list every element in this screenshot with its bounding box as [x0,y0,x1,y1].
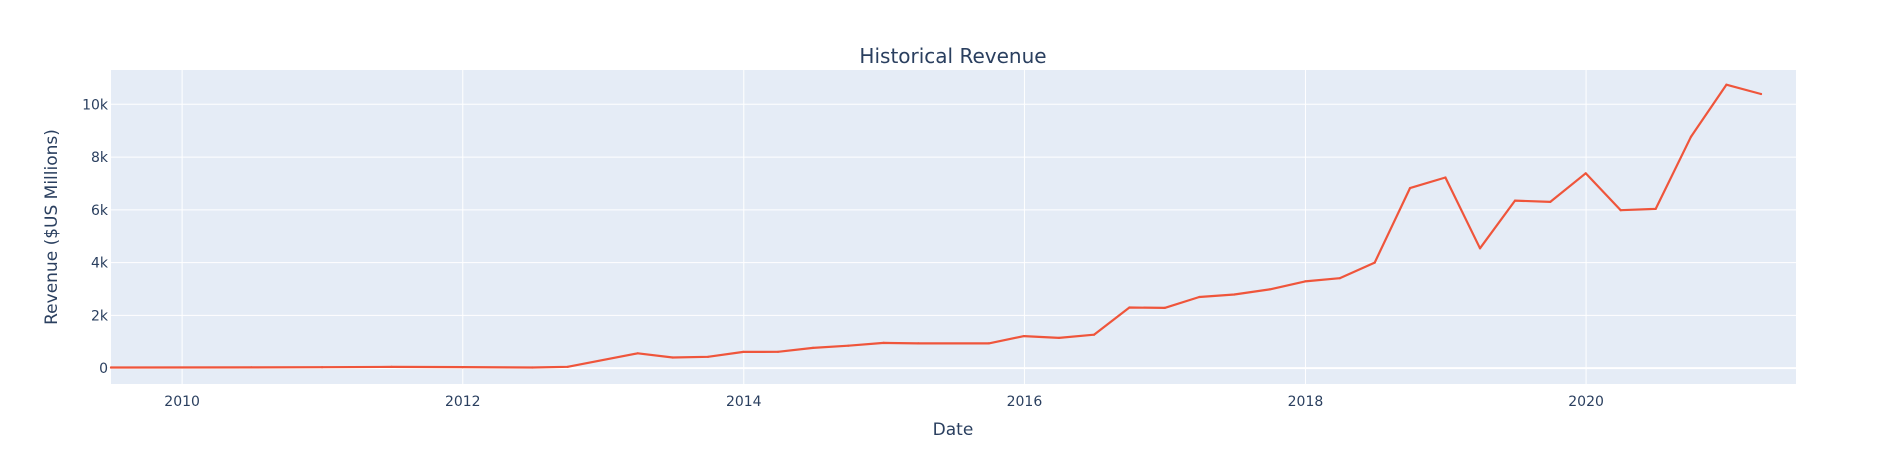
x-tick-labels: 2010 2012 2014 2016 2018 2020 [164,394,1604,410]
data-point [1198,295,1201,299]
data-point [1549,200,1552,203]
y-tick-labels: 0 2k 4k 6k 8k 10k [82,97,109,377]
y-tick-label: 10k [82,97,109,113]
x-axis-title: Date [933,420,974,440]
series-layer [109,83,1763,369]
data-point [1304,280,1307,283]
data-point [1513,199,1517,202]
data-point [566,365,569,368]
y-tick-label: 2k [91,308,109,324]
data-point [742,350,745,353]
y-tick-label: 0 [99,361,108,377]
data-point [461,366,464,369]
data-point [1759,92,1763,96]
data-point [1092,333,1096,336]
data-point [109,366,113,369]
y-tick-label: 6k [91,203,109,219]
plot-background [111,70,1796,384]
y-gridlines [111,103,1796,370]
x-tick-label: 2018 [1288,394,1324,410]
data-point [882,341,885,344]
x-tick-label: 2012 [445,394,481,410]
data-point [1163,306,1166,309]
y-axis-title: Revenue ($US Millions) [42,129,62,325]
data-point [1128,306,1131,309]
data-point [1338,277,1341,280]
data-point [847,344,850,347]
data-point [1233,293,1236,296]
data-point [321,366,324,369]
data-point [987,342,990,345]
data-point [1022,335,1026,338]
data-point [636,352,639,355]
data-point [811,346,815,349]
data-point [1689,135,1693,138]
data-point [776,350,780,353]
x-gridlines [181,70,1587,384]
data-point [250,366,253,369]
y-tick-label: 4k [91,256,109,272]
data-point [1408,187,1412,190]
data-point [1373,261,1376,264]
data-point [917,342,920,345]
data-point [671,356,674,359]
data-point [1654,207,1657,210]
x-tick-label: 2020 [1568,394,1604,410]
data-point [1268,288,1271,291]
x-tick-label: 2014 [726,394,762,410]
x-tick-label: 2016 [1007,394,1043,410]
chart-title: Historical Revenue [859,44,1046,68]
data-point [706,355,710,358]
data-point [390,365,393,368]
data-point [1584,172,1587,175]
data-point [1444,176,1447,179]
data-point [1725,83,1728,86]
x-tick-label: 2010 [164,394,200,410]
data-point [531,366,534,369]
data-point [1619,209,1622,212]
data-point [1057,336,1061,339]
y-tick-label: 8k [91,150,109,166]
data-point [1478,247,1482,250]
